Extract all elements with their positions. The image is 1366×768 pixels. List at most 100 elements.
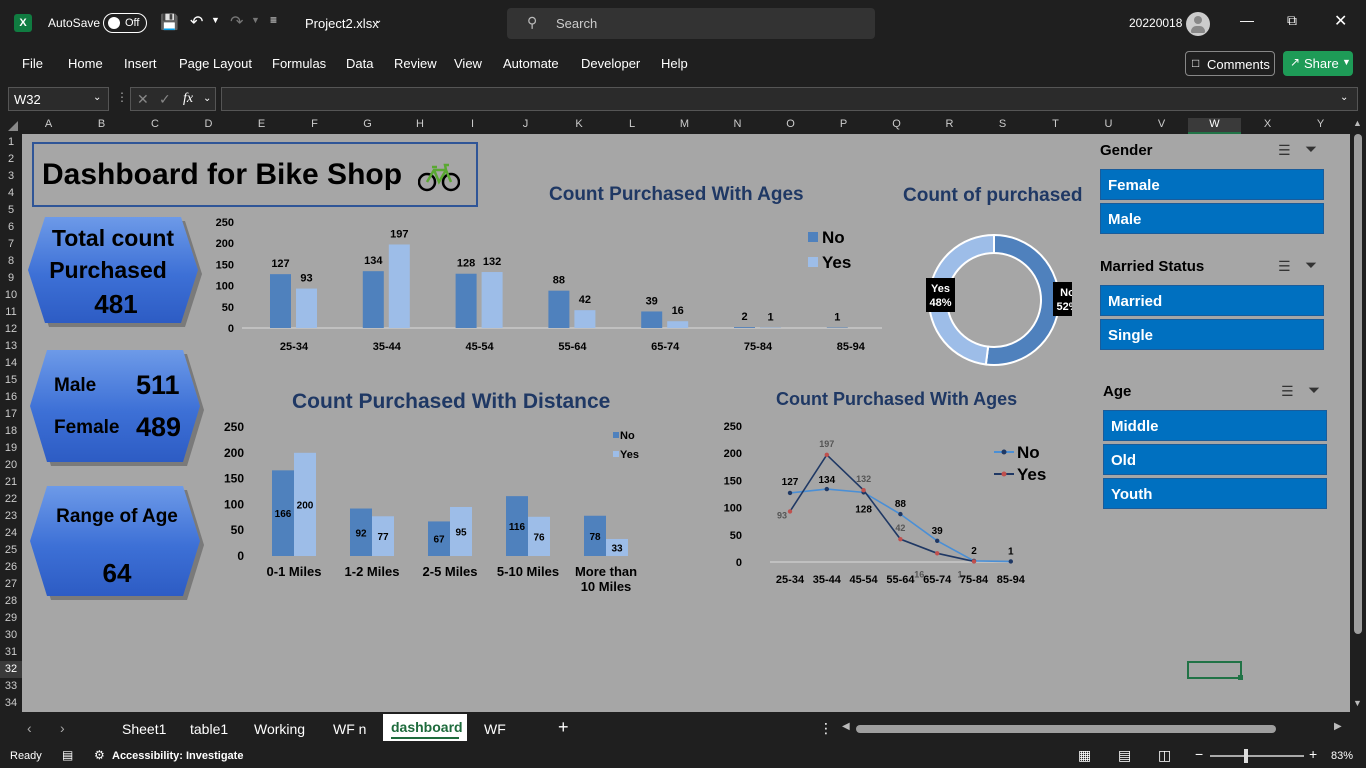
column-header[interactable]: P [839, 118, 848, 130]
row-header[interactable]: 11 [5, 306, 17, 318]
column-header[interactable]: S [998, 118, 1007, 130]
menu-help[interactable]: Help [661, 56, 688, 71]
menu-file[interactable]: File [22, 56, 43, 71]
tab-options-icon[interactable]: ⋮ [819, 720, 833, 736]
scroll-left-icon[interactable]: ◀ [842, 721, 850, 732]
row-header[interactable]: 4 [7, 187, 15, 199]
clear-filter-icon[interactable]: ⏷ [1305, 257, 1318, 274]
tab-wf-n[interactable]: WF n [333, 721, 367, 737]
autosave-toggle[interactable]: Off [103, 13, 147, 33]
column-header[interactable]: K [575, 118, 583, 130]
row-header[interactable]: 24 [4, 527, 18, 539]
normal-view-icon[interactable]: ▦ [1078, 747, 1092, 763]
close-icon[interactable]: ✕ [1334, 13, 1348, 30]
menu-view[interactable]: View [454, 56, 482, 71]
column-header[interactable]: U [1104, 118, 1113, 130]
row-header[interactable]: 6 [7, 221, 15, 233]
file-name-chevron-icon[interactable]: ⌄ [374, 15, 383, 26]
tab-dashboard[interactable]: dashboard [383, 714, 467, 741]
menu-home[interactable]: Home [68, 56, 103, 71]
save-icon[interactable]: 💾 [160, 14, 179, 31]
row-header[interactable]: 15 [4, 374, 18, 386]
clear-filter-icon[interactable]: ⏷ [1308, 382, 1321, 399]
accessibility-icon[interactable]: ⚙ [94, 748, 105, 762]
add-sheet-icon[interactable]: + [558, 717, 569, 737]
prev-sheet-icon[interactable]: ‹ [27, 720, 32, 736]
selected-cell-w32[interactable] [1187, 661, 1243, 680]
redo-dropdown-icon[interactable]: ▼ [251, 15, 260, 25]
avatar[interactable] [1186, 12, 1210, 36]
column-header[interactable]: W [1188, 118, 1241, 134]
menu-data[interactable]: Data [346, 56, 374, 71]
menu-formulas[interactable]: Formulas [272, 56, 327, 71]
column-header[interactable]: T [1052, 118, 1059, 130]
column-header[interactable]: J [522, 118, 529, 130]
column-header[interactable]: Y [1316, 118, 1325, 130]
customize-toolbar-icon[interactable]: ≡ [270, 13, 278, 27]
row-header[interactable]: 33 [4, 680, 18, 692]
more-options-icon[interactable]: ⋮ [116, 90, 128, 104]
column-header[interactable]: G [363, 118, 372, 130]
tab-working[interactable]: Working [254, 721, 306, 737]
cancel-icon[interactable]: ✕ [137, 91, 149, 107]
column-header[interactable]: X [1263, 118, 1272, 130]
column-header[interactable]: V [1157, 118, 1166, 130]
row-header[interactable]: 1 [7, 136, 15, 148]
row-header[interactable]: 20 [4, 459, 18, 471]
chart-purchased-donut[interactable]: No 52% Yes 48% [917, 224, 1072, 374]
chart-ages-line[interactable]: 250 200 150 100 50 0 127 134 128 88 39 2 1 93 197 132 42… [702, 416, 1072, 591]
zoom-out-icon[interactable]: − [1195, 746, 1204, 762]
formula-input[interactable]: ⌄ [221, 87, 1358, 111]
restore-icon[interactable]: ⧉ [1287, 12, 1297, 28]
clear-filter-icon[interactable]: ⏷ [1305, 141, 1318, 158]
scroll-right-icon[interactable]: ▶ [1334, 721, 1342, 732]
page-break-view-icon[interactable]: ◫ [1158, 747, 1172, 763]
column-header[interactable]: H [416, 118, 424, 130]
vertical-scrollbar[interactable]: ▲ ▼ [1350, 118, 1366, 712]
comments-button[interactable]: □ Comments [1185, 51, 1275, 76]
row-header[interactable]: 27 [4, 578, 18, 590]
tab-table1[interactable]: table1 [190, 721, 229, 737]
row-header[interactable]: 34 [4, 697, 18, 709]
menu-developer[interactable]: Developer [581, 56, 641, 71]
slicer-item-female[interactable]: Female [1100, 169, 1324, 200]
accessibility-status[interactable]: Accessibility: Investigate [112, 750, 244, 762]
menu-automate[interactable]: Automate [503, 56, 559, 71]
row-header[interactable]: 18 [4, 425, 18, 437]
row-header[interactable]: 22 [4, 493, 18, 505]
slicer-item-youth[interactable]: Youth [1103, 478, 1327, 509]
row-header[interactable]: 14 [4, 357, 18, 369]
row-header[interactable]: 30 [4, 629, 18, 641]
menu-page-layout[interactable]: Page Layout [179, 56, 253, 71]
row-header[interactable]: 25 [4, 544, 18, 556]
worksheet[interactable]: Dashboard for Bike Shop Total count Purc… [22, 134, 1350, 712]
menu-review[interactable]: Review [394, 56, 437, 71]
page-layout-view-icon[interactable]: ▤ [1118, 747, 1132, 763]
row-header[interactable]: 10 [4, 289, 18, 301]
chart-ages-bar[interactable]: 250 200 150 100 50 0 127 93 25-34 134 197 35-44 128 1… [202, 212, 882, 362]
column-header[interactable]: O [786, 118, 795, 130]
zoom-slider[interactable] [1210, 749, 1304, 763]
multi-select-icon[interactable]: ☰ [1278, 258, 1291, 274]
row-header[interactable]: 29 [4, 612, 18, 624]
expand-formula-icon[interactable]: ⌄ [1340, 92, 1349, 103]
user-id[interactable]: 20220018 [1129, 16, 1183, 30]
undo-icon[interactable]: ↶ [190, 14, 204, 31]
row-header[interactable]: 19 [4, 442, 18, 454]
row-header[interactable]: 12 [4, 323, 18, 335]
row-header[interactable]: 9 [7, 272, 15, 284]
row-header[interactable]: 17 [4, 408, 18, 420]
row-header[interactable]: 31 [4, 646, 18, 658]
multi-select-icon[interactable]: ☰ [1281, 383, 1294, 399]
horizontal-scrollbar[interactable]: ◀ ▶ [842, 721, 1346, 734]
slicer-item-single[interactable]: Single [1100, 319, 1324, 350]
horizontal-scroll-thumb[interactable] [856, 725, 1276, 733]
next-sheet-icon[interactable]: › [60, 720, 65, 736]
column-header[interactable]: A [44, 118, 53, 130]
column-header[interactable]: E [257, 118, 266, 130]
row-header[interactable]: 3 [7, 170, 15, 182]
row-header[interactable]: 13 [4, 340, 18, 352]
share-button[interactable]: ↗ Share ▼ [1283, 51, 1353, 76]
row-header[interactable]: 28 [4, 595, 18, 607]
column-header[interactable]: F [311, 118, 318, 130]
